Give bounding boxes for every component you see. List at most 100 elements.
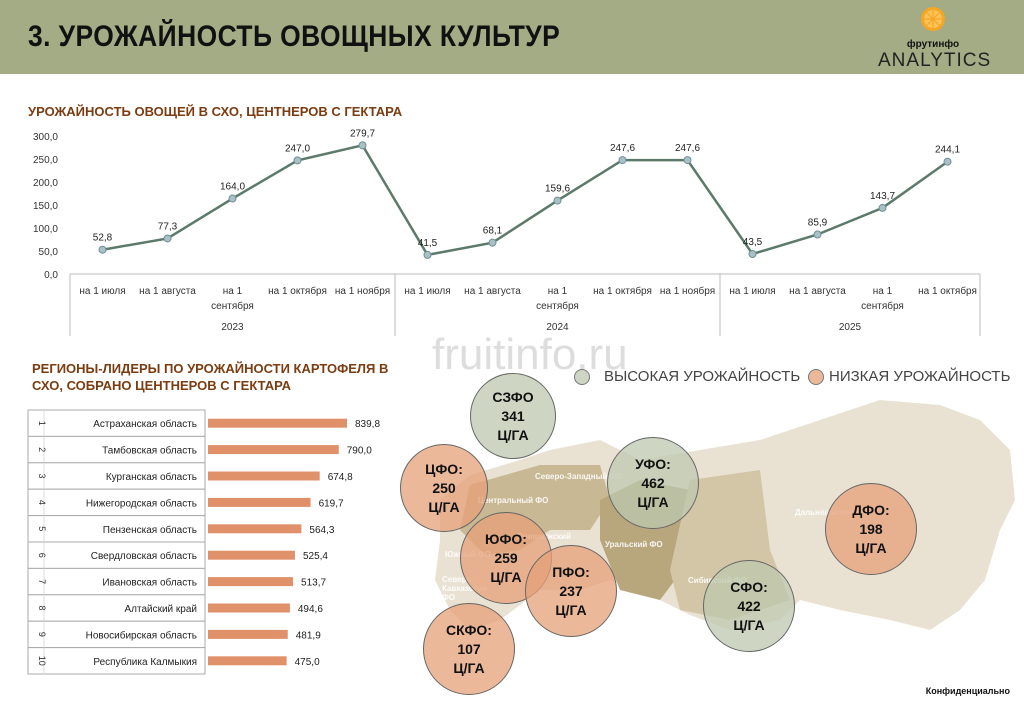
bar-value-label: 564,3	[309, 525, 334, 536]
district-value: 250	[432, 479, 456, 496]
district-unit: Ц/ГА	[490, 568, 522, 585]
data-point	[618, 156, 627, 165]
data-point	[163, 234, 172, 243]
bar	[208, 524, 302, 534]
bar-chart-title: РЕГИОНЫ-ЛИДЕРЫ ПО УРОЖАЙНОСТИ КАРТОФЕЛЯ …	[32, 361, 389, 393]
x-tick-label: на 1 июля	[729, 286, 775, 297]
bar	[208, 497, 311, 507]
data-label: 43,5	[743, 237, 763, 248]
y-tick-label: 300,0	[33, 132, 58, 143]
district-value: 422	[737, 597, 761, 614]
logo-brand: фрутинфо	[906, 39, 960, 50]
bar-value-label: 619,7	[319, 498, 344, 509]
x-tick-label: на 1	[873, 286, 893, 297]
district-name: УФО:	[635, 455, 671, 472]
bar	[208, 445, 339, 455]
table-row	[27, 409, 206, 437]
x-tick-label: на 1 августа	[139, 286, 196, 297]
rank-label: 2	[37, 447, 47, 452]
data-point	[228, 194, 237, 203]
orange-slice-icon	[921, 7, 945, 31]
data-point	[488, 238, 497, 247]
data-point	[293, 156, 302, 165]
legend-high-dot	[574, 369, 590, 385]
map-label: Уральский ФО	[605, 540, 663, 549]
district-value: 198	[859, 520, 883, 537]
category-label: Новосибирская область	[86, 629, 197, 641]
x-tick-label: сентября	[536, 300, 579, 312]
data-label: 244,1	[935, 145, 960, 156]
bar	[208, 603, 290, 613]
x-group-label: 2025	[839, 322, 862, 333]
data-point	[423, 250, 432, 259]
district-name: СФО:	[730, 578, 768, 595]
y-tick-label: 250,0	[33, 155, 58, 166]
map-label: Центральный ФО	[478, 496, 549, 505]
legend-low-label: НИЗКАЯ УРОЖАЙНОСТЬ	[829, 368, 1011, 385]
x-tick-label: на 1 октября	[593, 285, 652, 297]
district-name: ЦФО:	[425, 460, 463, 477]
data-label: 143,7	[870, 191, 895, 202]
rank-label: 4	[37, 500, 47, 505]
x-tick-label: сентября	[861, 300, 904, 312]
legend-low-dot	[808, 369, 824, 385]
district-name: СЗФО	[492, 388, 534, 405]
district-bubble: ДФО: 198 Ц/ГА	[825, 483, 917, 575]
data-point	[943, 157, 952, 166]
data-label: 247,0	[285, 143, 310, 154]
bar	[208, 418, 347, 428]
x-tick-label: сентября	[211, 300, 254, 312]
table-row	[27, 620, 206, 649]
table-row	[27, 462, 206, 490]
district-bubble: ПФО: 237 Ц/ГА	[525, 545, 617, 637]
data-label: 85,9	[808, 217, 828, 228]
table-row	[27, 647, 206, 675]
x-group-label: 2023	[221, 322, 244, 333]
y-tick-label: 0,0	[44, 270, 58, 281]
district-unit: Ц/ГА	[733, 616, 765, 633]
district-unit: Ц/ГА	[453, 659, 485, 676]
table-row	[27, 435, 206, 464]
x-tick-label: на 1 октября	[918, 285, 977, 297]
logo: фрутинфо ANALYTICS	[878, 6, 992, 72]
bar-value-label: 475,0	[295, 657, 320, 668]
x-tick-label: на 1 июля	[404, 286, 450, 297]
watermark: fruitinfo.ru	[432, 330, 628, 379]
x-tick-label: на 1 ноября	[660, 285, 715, 297]
district-unit: Ц/ГА	[497, 426, 529, 443]
district-value: 462	[641, 474, 665, 491]
data-label: 164,0	[220, 182, 245, 193]
rank-label: 1	[37, 421, 47, 426]
bar	[208, 656, 287, 666]
category-label: Пензенская область	[103, 524, 197, 536]
category-label: Тамбовская область	[102, 445, 197, 457]
bar-value-label: 513,7	[301, 578, 326, 589]
bar-value-label: 674,8	[328, 472, 353, 483]
data-label: 77,3	[158, 221, 178, 232]
bar-chart: 1 Астраханская область 839,8 2 Тамбовская об…	[27, 409, 380, 675]
rank-label: 5	[37, 526, 47, 531]
rank-label: 7	[37, 579, 47, 584]
table-row	[27, 515, 206, 543]
header-banner: 3. УРОЖАЙНОСТЬ ОВОЩНЫХ КУЛЬТУР фрутинфо …	[0, 0, 1024, 74]
category-label: Курганская область	[106, 471, 197, 483]
line-chart-title: УРОЖАЙНОСТЬ ОВОЩЕЙ В СХО, ЦЕНТНЕРОВ С ГЕ…	[28, 104, 403, 119]
district-name: ЮФО:	[485, 530, 527, 547]
series-line	[102, 143, 949, 257]
data-point	[553, 196, 562, 205]
data-point	[813, 230, 822, 239]
district-value: 259	[494, 549, 518, 566]
bar	[208, 471, 320, 481]
district-name: ДФО:	[852, 501, 890, 518]
category-label: Ивановская область	[102, 577, 197, 589]
table-row	[27, 567, 206, 596]
page-title: 3. УРОЖАЙНОСТЬ ОВОЩНЫХ КУЛЬТУР	[28, 20, 561, 53]
district-value: 341	[501, 407, 525, 424]
data-label: 247,6	[610, 143, 635, 154]
line-chart: 300,0 250,0 200,0 150,0 100,0 50,0 0,0 2023 2024…	[33, 128, 981, 336]
logo-analytics: ANALYTICS	[878, 50, 992, 71]
x-tick-label: на 1 ноября	[335, 285, 390, 297]
district-value: 237	[559, 582, 583, 599]
data-point	[878, 203, 887, 212]
district-bubble: УФО: 462 Ц/ГА	[607, 437, 699, 529]
